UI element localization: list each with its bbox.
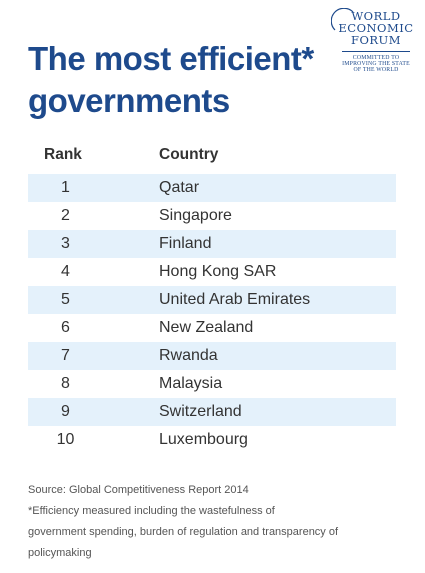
table-row: 4 Hong Kong SAR [28, 258, 396, 286]
footnotes: Source: Global Competitiveness Report 20… [28, 480, 408, 564]
country-cell: Luxembourg [159, 431, 248, 448]
country-cell: Malaysia [159, 375, 223, 392]
rank-cell: 7 [61, 347, 70, 364]
table-row: 8 Malaysia [28, 370, 396, 398]
country-cell: Hong Kong SAR [159, 263, 277, 280]
footnote-line-1: *Efficiency measured including the waste… [28, 505, 275, 517]
rank-cell: 6 [61, 319, 70, 336]
wef-logo: WORLD ECONOMIC FORUM COMMITTED TO IMPROV… [336, 10, 416, 73]
wef-arc-icon [331, 8, 354, 31]
column-header-rank: Rank [44, 146, 82, 163]
country-cell: Switzerland [159, 403, 242, 420]
logo-line-1: WORLD [351, 9, 401, 23]
footnote-line-2: government spending, burden of regulatio… [28, 526, 339, 538]
country-cell: Finland [159, 235, 212, 252]
table-row: 10 Luxembourg [28, 426, 396, 454]
rank-cell: 5 [61, 291, 70, 308]
logo-tagline-1: COMMITTED TO [352, 55, 400, 61]
country-cell: Rwanda [159, 347, 218, 364]
rank-cell: 2 [61, 207, 70, 224]
column-header-country: Country [159, 146, 219, 163]
country-cell: Singapore [159, 207, 232, 224]
logo-line-3: FORUM [350, 33, 402, 47]
rank-cell: 8 [61, 375, 70, 392]
ranking-table: 1 Qatar 2 Singapore 3 Finland 4 Hong Kong SAR 5 U… [28, 174, 396, 454]
country-cell: United Arab Emirates [159, 291, 311, 308]
logo-line-2: ECONOMIC [338, 21, 414, 35]
table-row: 7 Rwanda [28, 342, 396, 370]
table-row: 3 Finland [28, 230, 396, 258]
table-row: 5 United Arab Emirates [28, 286, 396, 314]
footnote-line-3: policymaking [28, 547, 92, 559]
table-row: 9 Switzerland [28, 398, 396, 426]
country-cell: New Zealand [159, 319, 254, 336]
page-title: The most efficient* governments [28, 40, 314, 119]
source-note: Source: Global Competitiveness Report 20… [28, 484, 249, 496]
rank-cell: 3 [61, 235, 70, 252]
logo-divider [342, 51, 410, 52]
table-row: 1 Qatar [28, 174, 396, 202]
logo-tagline-2: IMPROVING THE STATE [342, 61, 410, 67]
rank-cell: 9 [61, 403, 70, 420]
rank-cell: 1 [61, 179, 70, 196]
logo-tagline-3: OF THE WORLD [353, 67, 399, 73]
rank-cell: 10 [56, 431, 75, 448]
table-row: 2 Singapore [28, 202, 396, 230]
country-cell: Qatar [159, 179, 200, 196]
table-row: 6 New Zealand [28, 314, 396, 342]
rank-cell: 4 [61, 263, 70, 280]
